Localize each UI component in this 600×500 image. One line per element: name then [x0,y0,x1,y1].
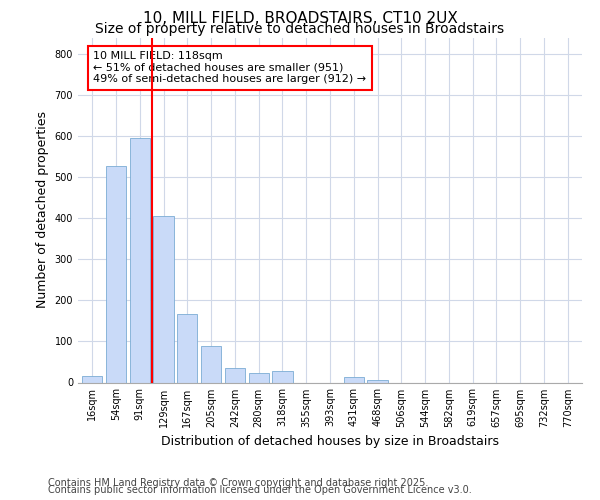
Bar [248,374,269,382]
Text: 10 MILL FIELD: 118sqm
← 51% of detached houses are smaller (951)
49% of semi-det: 10 MILL FIELD: 118sqm ← 51% of detached … [93,52,366,84]
Bar [177,314,197,382]
Text: Contains HM Land Registry data © Crown copyright and database right 2025.: Contains HM Land Registry data © Crown c… [48,478,428,488]
Bar [130,138,150,382]
Bar [82,376,103,382]
Bar [225,368,245,382]
Text: 10, MILL FIELD, BROADSTAIRS, CT10 2UX: 10, MILL FIELD, BROADSTAIRS, CT10 2UX [143,11,457,26]
Bar [201,346,221,382]
Text: Contains public sector information licensed under the Open Government Licence v3: Contains public sector information licen… [48,485,472,495]
Bar [106,166,126,382]
Y-axis label: Number of detached properties: Number of detached properties [36,112,49,308]
Bar [344,377,364,382]
X-axis label: Distribution of detached houses by size in Broadstairs: Distribution of detached houses by size … [161,435,499,448]
Bar [367,380,388,382]
Bar [272,371,293,382]
Text: Size of property relative to detached houses in Broadstairs: Size of property relative to detached ho… [95,22,505,36]
Bar [154,216,173,382]
